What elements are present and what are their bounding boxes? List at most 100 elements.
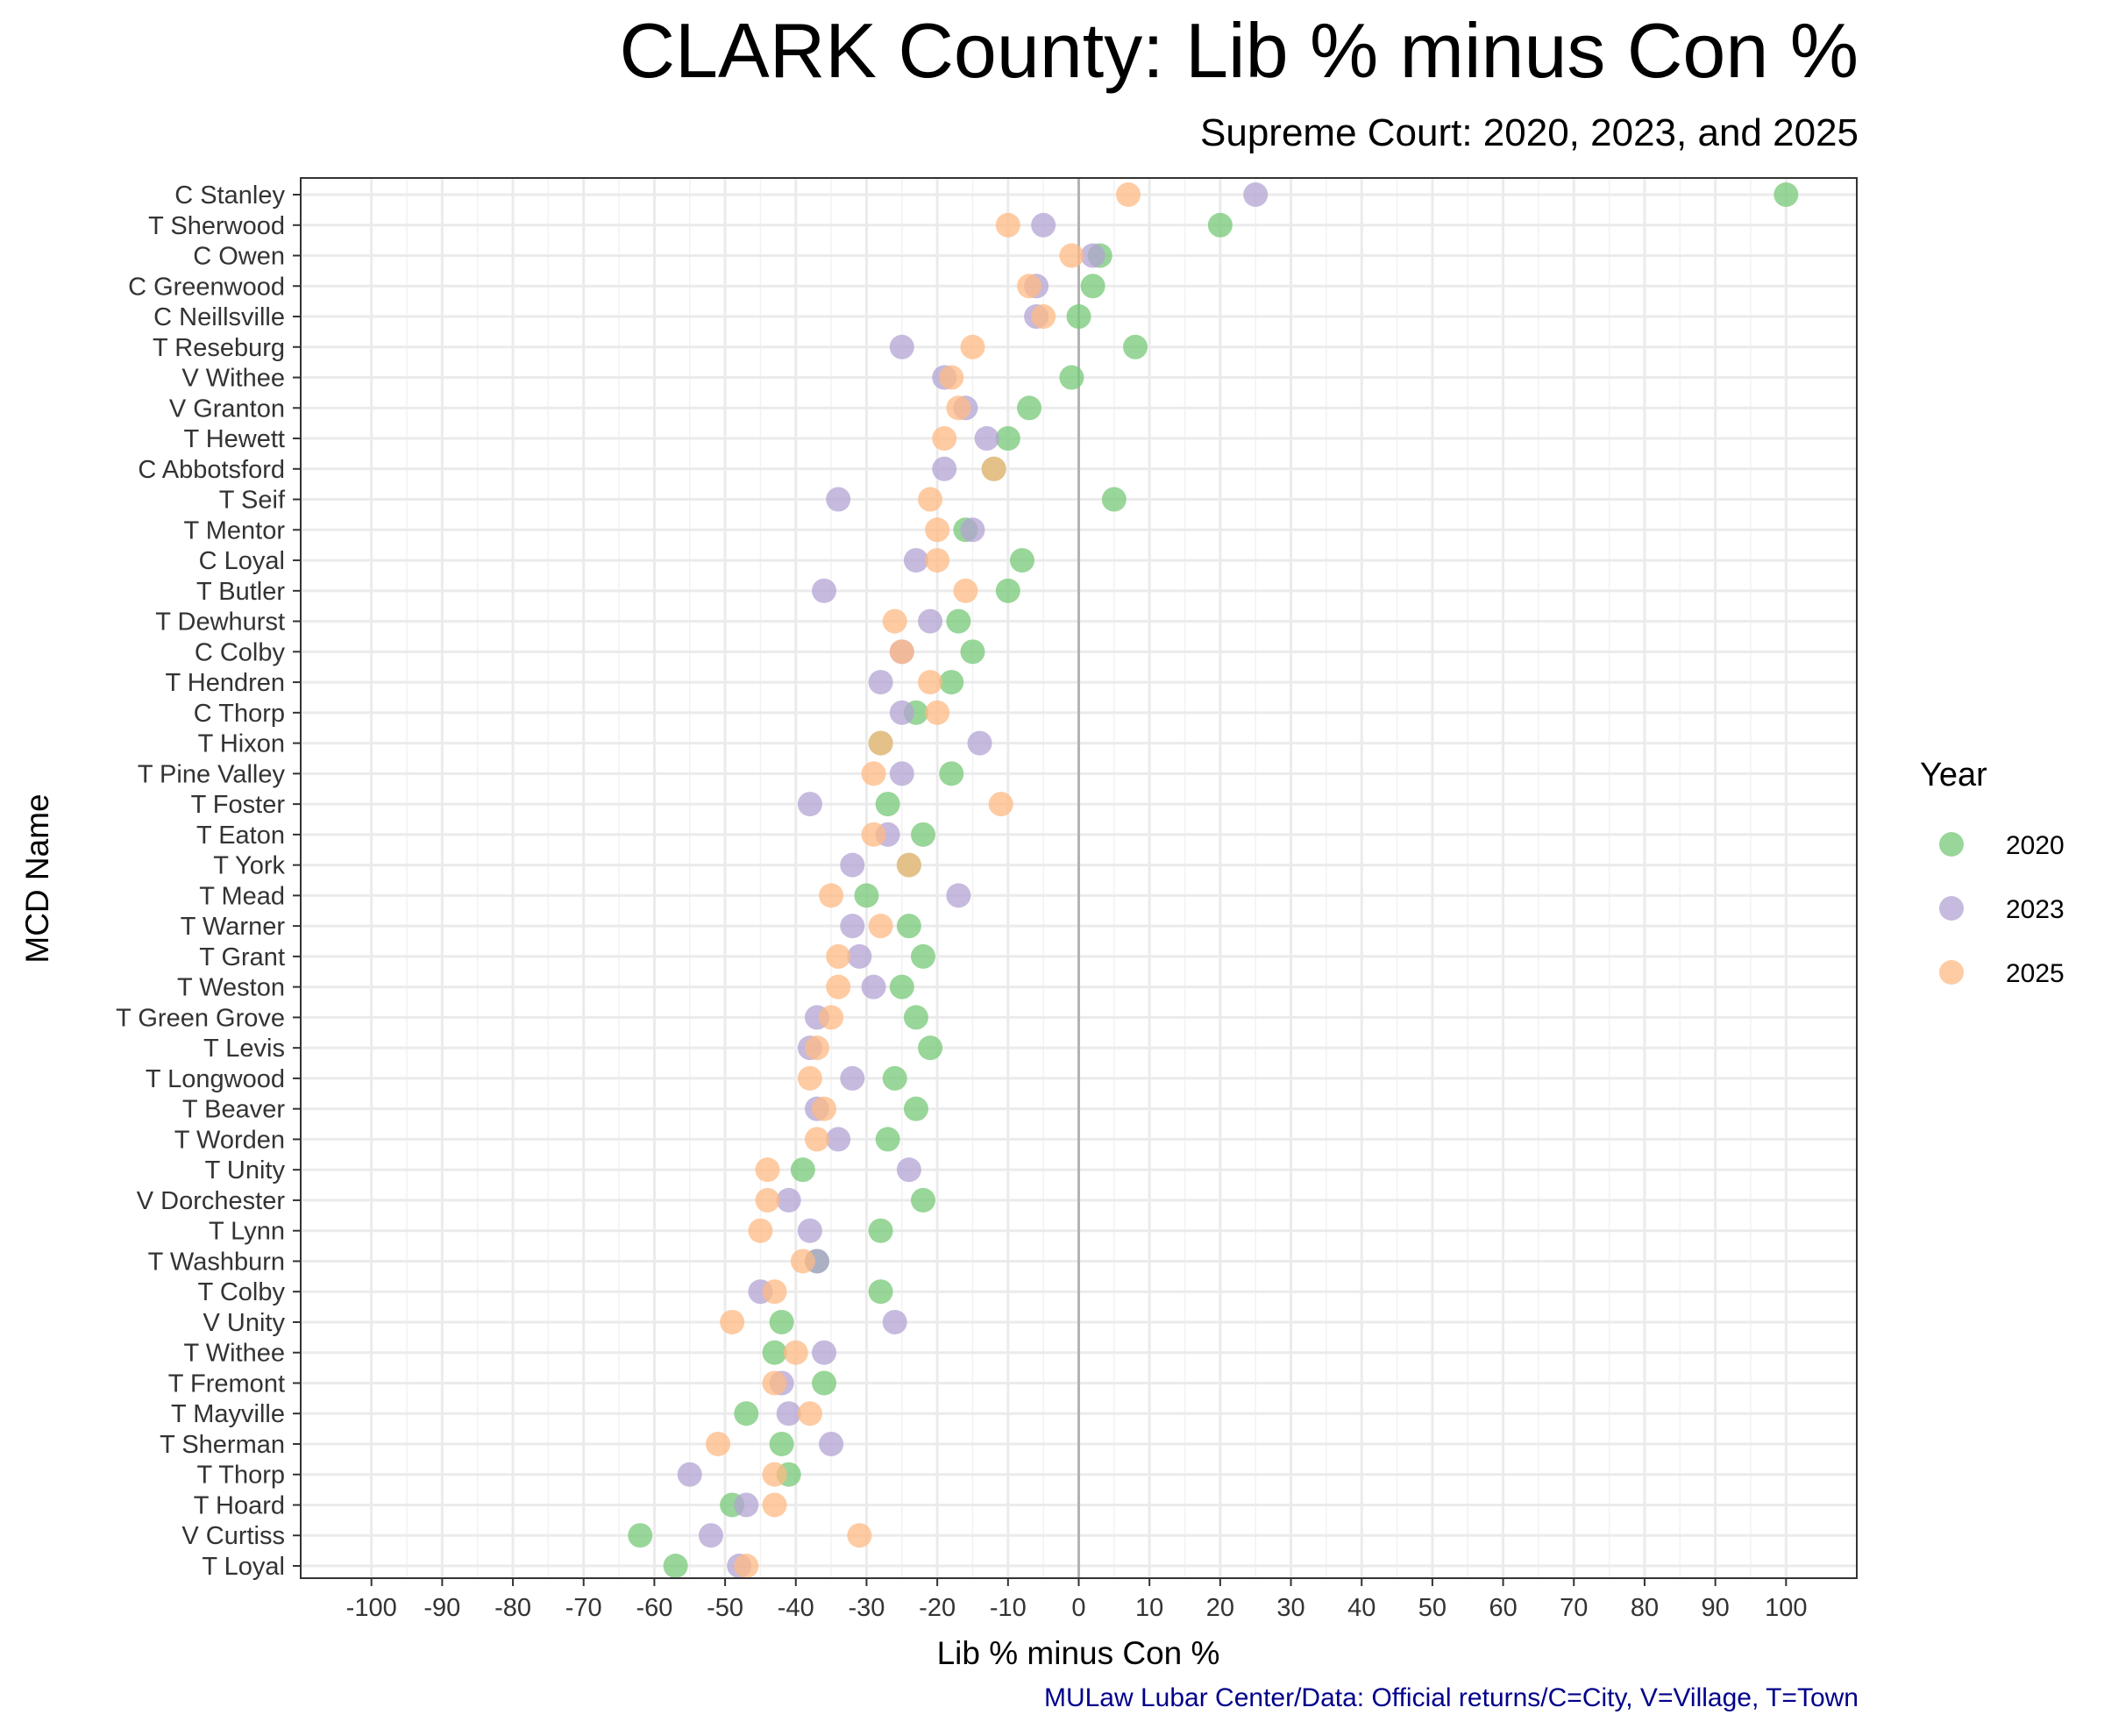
point-2023-t-thorp	[677, 1462, 702, 1487]
y-tick-label: T Fremont	[168, 1370, 285, 1398]
point-2025-t-unity	[755, 1157, 780, 1183]
point-2020-v-granton	[1017, 395, 1042, 421]
point-2023-v-unity	[882, 1309, 907, 1334]
y-tick-label: T Grant	[199, 943, 285, 971]
point-2020-t-sherman	[769, 1431, 794, 1456]
point-2025-t-warner	[868, 914, 893, 939]
x-tick-label: -40	[778, 1594, 814, 1622]
point-2023-t-hoard	[734, 1492, 759, 1518]
point-2025-c-loyal	[925, 548, 950, 573]
x-tick-label: -50	[707, 1594, 743, 1622]
point-2020-t-pine-valley	[939, 761, 964, 786]
point-2023-t-unity	[896, 1157, 921, 1183]
point-2025-t-eaton	[861, 822, 886, 847]
y-tick-label: T Thorp	[197, 1462, 285, 1490]
y-tick-label: T Loyal	[202, 1553, 285, 1581]
point-2023-c-owen	[1080, 243, 1105, 268]
point-2020-t-warner	[896, 914, 921, 939]
point-2025-v-unity	[720, 1309, 745, 1334]
point-2025-t-beaver	[812, 1096, 837, 1121]
x-tick-label: -80	[494, 1594, 531, 1622]
y-tick-label: C Neillsville	[153, 303, 285, 331]
x-tick-label: 90	[1702, 1594, 1730, 1622]
y-tick-label: T Hixon	[198, 730, 285, 758]
point-2023-t-hewett	[974, 426, 999, 452]
point-2023-t-mayville	[776, 1401, 801, 1427]
y-tick-label: C Owen	[193, 243, 285, 271]
x-tick-label: 20	[1206, 1594, 1234, 1622]
point-2025-t-grant	[826, 943, 851, 969]
x-tick-label: -90	[423, 1594, 460, 1622]
point-2020-t-grant	[911, 943, 935, 969]
y-tick-label: T Sherwood	[148, 212, 285, 240]
point-2025-t-sherwood	[995, 212, 1020, 238]
point-2023-t-pine-valley	[889, 761, 914, 786]
point-2020-t-foster	[875, 792, 900, 817]
point-2025-t-hendren	[918, 670, 943, 695]
y-tick-label: T Hendren	[166, 669, 286, 697]
data-points	[628, 182, 1799, 1578]
point-2020-t-eaton	[911, 822, 935, 847]
point-2023-t-seif	[826, 487, 851, 512]
y-tick-label: T Pine Valley	[138, 760, 286, 788]
y-tick-label: T Unity	[205, 1156, 286, 1185]
point-2023-t-sherwood	[1031, 212, 1056, 238]
point-2023-c-stanley	[1243, 182, 1269, 207]
point-2025-c-neillsville	[1031, 304, 1056, 330]
y-tick-label: T Mentor	[183, 516, 285, 544]
point-2025-t-mead	[819, 883, 844, 908]
point-2025-t-reseburg	[960, 334, 985, 359]
y-tick-label: T Longwood	[146, 1065, 285, 1093]
point-2025-t-butler	[953, 578, 978, 603]
point-2023-t-mead	[946, 883, 971, 908]
point-2020-c-neillsville	[1066, 304, 1091, 330]
point-2020-t-levis	[918, 1035, 943, 1061]
y-tick-label: T Reseburg	[153, 334, 285, 362]
x-tick-label: 50	[1418, 1594, 1446, 1622]
y-tick-label: T York	[213, 852, 285, 880]
point-2020-v-withee	[1059, 365, 1084, 390]
point-2020-t-worden	[875, 1127, 900, 1152]
point-2020-t-fremont	[812, 1370, 837, 1396]
point-2020-t-green-grove	[903, 1005, 928, 1030]
point-2020-t-hendren	[939, 670, 964, 695]
point-2020-t-dewhurst	[946, 608, 971, 634]
point-2023-t-worden	[826, 1127, 851, 1152]
point-2023-c-thorp	[889, 700, 914, 725]
point-2025-t-sherman	[706, 1431, 731, 1456]
point-2020-t-butler	[995, 578, 1020, 603]
y-tick-label: C Abbotsford	[138, 456, 285, 484]
x-tick-label: -70	[565, 1594, 602, 1622]
point-2025-t-green-grove	[819, 1005, 844, 1030]
point-2020-t-loyal	[663, 1554, 688, 1578]
point-2020-c-greenwood	[1080, 274, 1105, 299]
point-2025-v-granton	[946, 395, 971, 421]
x-tick-label: 80	[1631, 1594, 1659, 1622]
point-2025-t-seif	[918, 487, 943, 512]
y-tick-label: T Weston	[177, 974, 285, 1002]
point-2023-t-weston	[861, 974, 886, 1000]
point-2025-c-owen	[1059, 243, 1084, 268]
point-2020-t-reseburg	[1123, 334, 1148, 359]
point-2025-t-thorp	[762, 1462, 787, 1487]
point-2023-t-grant	[847, 943, 872, 969]
chart-title: CLARK County: Lib % minus Con %	[620, 7, 1859, 94]
y-tick-label: T Eaton	[196, 822, 285, 850]
point-2025-t-dewhurst	[882, 608, 907, 634]
point-2025-t-weston	[826, 974, 851, 1000]
point-2023-t-mentor	[960, 517, 985, 543]
x-tick-label: 60	[1489, 1594, 1517, 1622]
y-tick-label: T Hoard	[194, 1491, 285, 1519]
x-tick-label: -60	[636, 1594, 672, 1622]
y-tick-label: T Warner	[181, 913, 286, 941]
x-axis: -100 -90 -80 -70 -60 -50 -40 -30 -20 -10 0 10 20 30 40…	[346, 1578, 1808, 1622]
point-2023-v-curtiss	[698, 1523, 723, 1548]
point-2025-t-worden	[804, 1127, 829, 1152]
point-2023-t-withee	[812, 1340, 837, 1365]
point-2023-t-butler	[812, 578, 837, 603]
legend-label-2023: 2023	[2006, 895, 2065, 924]
point-2025-t-withee	[783, 1340, 808, 1365]
x-tick-label: 30	[1276, 1594, 1304, 1622]
point-2020-t-lynn	[868, 1218, 893, 1243]
